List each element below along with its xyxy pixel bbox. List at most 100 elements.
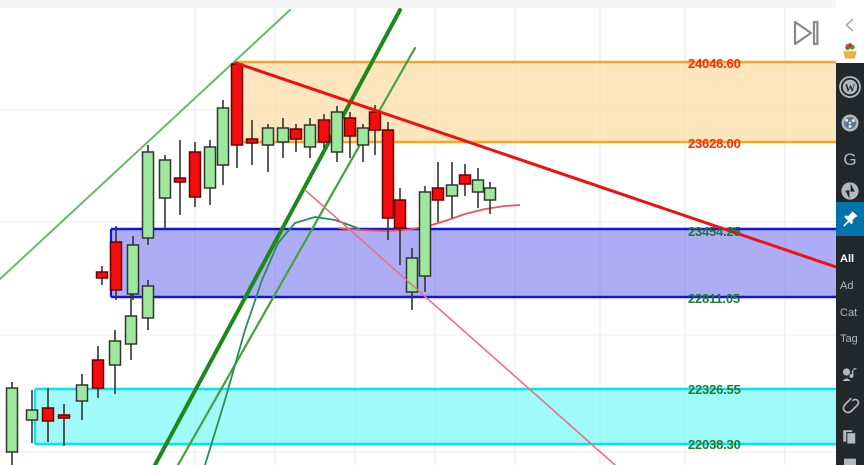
candlestick[interactable] [141,280,155,330]
candlestick[interactable] [431,162,445,222]
candle-body-up [356,127,370,146]
candlestick[interactable] [483,182,497,214]
descending-resistance-red[interactable] [234,61,836,269]
support-zone-bottom-price-label: 22038.30 [688,437,741,452]
candlestick[interactable] [289,124,303,152]
candlestick[interactable] [418,186,432,292]
pin-icon[interactable] [836,204,864,234]
menu-categories[interactable]: Cat [840,307,858,319]
candlestick[interactable] [381,122,395,240]
demand-zone-bottom-price-label: 22811.05 [688,291,740,306]
pin-glyph [843,211,858,227]
candlestick[interactable] [245,120,259,165]
candlestick[interactable] [330,106,344,162]
menu-all-posts[interactable]: All [840,253,855,265]
pages-icon[interactable] [836,422,864,452]
candlestick[interactable] [109,226,123,300]
candle-body-up [483,187,497,201]
candlestick[interactable] [303,118,317,158]
candlestick[interactable] [5,382,19,465]
candlestick[interactable] [276,118,290,158]
ma-green [204,216,361,465]
candlestick[interactable] [261,124,275,172]
candle-body-up [5,387,19,453]
price-zones-group [33,60,836,446]
candlestick[interactable] [405,248,419,310]
candlestick[interactable] [41,388,55,442]
candlestick[interactable] [393,188,407,265]
descending-thin-red[interactable] [304,189,616,465]
candlestick[interactable] [203,140,217,205]
wordpress-icon[interactable]: W [836,72,864,102]
candlestick[interactable] [126,236,140,300]
chart-top-strip [0,0,836,8]
support-zone-top-price-label: 22326.55 [688,382,741,397]
google-g-glyph: G [843,150,856,169]
candle-body-down [57,414,71,419]
wordpress-glyph: W [839,76,861,98]
candle-body-up [25,409,39,421]
admin-sidebar[interactable]: W G [836,0,864,465]
candle-body-up [158,159,172,199]
candlestick[interactable] [108,330,122,394]
candle-body-down [381,129,395,219]
candle-body-up [471,179,485,193]
ascending-support-light-green[interactable] [0,9,291,280]
candlestick[interactable] [356,124,370,162]
site-logo-glyph [843,43,857,59]
candlestick[interactable] [216,100,230,185]
candlestick[interactable] [25,390,39,443]
candle-body-down [230,63,244,146]
dashboard-icon[interactable] [836,108,864,138]
candlestick[interactable] [445,162,459,218]
candle-body-down [188,151,202,198]
candlesticks-group [5,62,497,465]
comments-icon[interactable] [836,450,864,465]
candle-body-down [343,117,357,137]
menu-add-new[interactable]: Ad [840,280,854,292]
supply-zone-bottom-price-label: 23628.00 [688,136,741,151]
candle-body-down [91,359,105,389]
candlestick[interactable] [368,105,382,155]
candle-body-down [393,199,407,229]
candle-body-up [141,285,155,319]
candlestick-chart-pane[interactable]: 24046.60 23628.00 23454.25 22811.05 22326.55… [0,0,836,465]
candle-body-down [95,271,109,279]
candle-body-up [203,146,217,189]
candlestick[interactable] [141,145,155,245]
skip-to-realtime-button[interactable] [789,17,823,49]
candlestick[interactable] [158,155,172,230]
google-icon[interactable]: G [836,144,864,174]
candle-body-up [303,124,317,148]
candle-body-down [431,187,445,201]
jetpack-icon[interactable] [836,176,864,206]
candle-body-down [173,177,187,183]
site-logo-icon[interactable] [836,36,864,66]
candlestick[interactable] [124,290,138,360]
candlestick[interactable] [471,168,485,208]
link-glyph [842,397,860,414]
candlestick[interactable] [57,404,71,446]
candlestick[interactable] [230,62,244,168]
support-zone[interactable] [35,389,836,444]
candle-body-up [445,184,459,197]
links-icon[interactable] [836,392,864,422]
svg-text:G: G [843,150,856,169]
candlestick[interactable] [188,142,202,207]
demand-zone[interactable] [111,229,836,297]
candlestick[interactable] [95,266,109,285]
candlestick[interactable] [458,164,472,196]
candlestick[interactable] [317,114,331,148]
trendlines-overlay-group [234,61,836,465]
back-arrow-icon[interactable] [836,10,864,40]
candlestick[interactable] [75,374,89,420]
media-icon[interactable] [836,360,864,390]
candlestick[interactable] [91,346,105,398]
candlestick[interactable] [173,140,187,215]
candle-body-down [368,111,382,131]
ascending-bold-dark-green[interactable] [153,8,402,465]
menu-tags[interactable]: Tag [840,333,858,345]
candlestick[interactable] [343,112,357,158]
candle-body-up [216,107,230,166]
